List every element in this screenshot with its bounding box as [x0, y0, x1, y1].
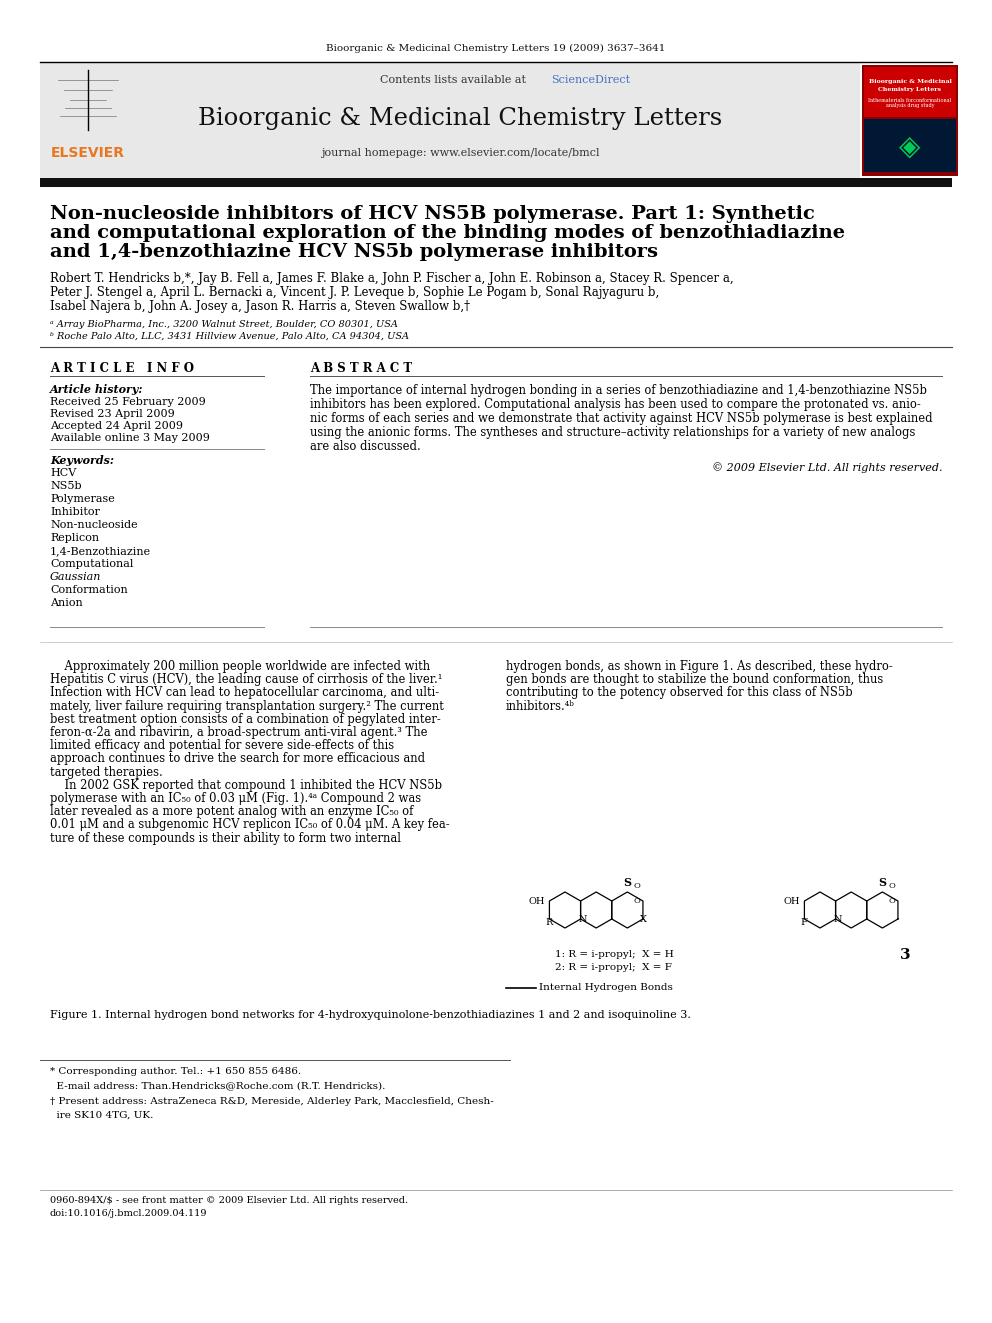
Text: S: S	[623, 877, 631, 888]
Text: feron-α-2a and ribavirin, a broad-spectrum anti-viral agent.³ The: feron-α-2a and ribavirin, a broad-spectr…	[50, 726, 428, 740]
Text: are also discussed.: are also discussed.	[310, 441, 421, 452]
Text: * Corresponding author. Tel.: +1 650 855 6486.: * Corresponding author. Tel.: +1 650 855…	[50, 1068, 302, 1076]
Text: using the anionic forms. The syntheses and structure–activity relationships for : using the anionic forms. The syntheses a…	[310, 426, 916, 439]
Text: inhibitors has been explored. Computational analysis has been used to compare th: inhibitors has been explored. Computatio…	[310, 398, 921, 411]
Text: approach continues to drive the search for more efficacious and: approach continues to drive the search f…	[50, 753, 426, 766]
Text: ture of these compounds is their ability to form two internal: ture of these compounds is their ability…	[50, 832, 401, 844]
Text: 3: 3	[900, 949, 911, 962]
Bar	[40, 179, 952, 187]
Text: ᵇ Roche Palo Alto, LLC, 3431 Hillview Avenue, Palo Alto, CA 94304, USA: ᵇ Roche Palo Alto, LLC, 3431 Hillview Av…	[50, 332, 409, 341]
Text: Available online 3 May 2009: Available online 3 May 2009	[50, 433, 210, 443]
Text: and 1,4-benzothiazine HCV NS5b polymerase inhibitors: and 1,4-benzothiazine HCV NS5b polymeras…	[50, 243, 658, 261]
Text: Figure 1. Internal hydrogen bond networks for 4-hydroxyquinolone-benzothiadiazin: Figure 1. Internal hydrogen bond network…	[50, 1009, 690, 1020]
Text: Robert T. Hendricks b,*, Jay B. Fell a, James F. Blake a, John P. Fischer a, Joh: Robert T. Hendricks b,*, Jay B. Fell a, …	[50, 273, 734, 284]
Text: analysis drug study: analysis drug study	[886, 103, 934, 108]
Text: 1: R = i-propyl;  X = H: 1: R = i-propyl; X = H	[555, 950, 674, 959]
Text: mately, liver failure requiring transplantation surgery.² The current: mately, liver failure requiring transpla…	[50, 700, 443, 713]
Bar	[40, 64, 860, 179]
Text: Peter J. Stengel a, April L. Bernacki a, Vincent J. P. Leveque b, Sophie Le Poga: Peter J. Stengel a, April L. Bernacki a,…	[50, 286, 660, 299]
Text: † Present address: AstraZeneca R&D, Mereside, Alderley Park, Macclesfield, Chesh: † Present address: AstraZeneca R&D, Mere…	[50, 1097, 494, 1106]
Text: In 2002 GSK reported that compound 1 inhibited the HCV NS5b: In 2002 GSK reported that compound 1 inh…	[50, 779, 442, 791]
Text: Inhibitor: Inhibitor	[50, 507, 100, 517]
Text: S: S	[878, 877, 887, 888]
Text: Infection with HCV can lead to hepatocellular carcinoma, and ulti-: Infection with HCV can lead to hepatocel…	[50, 687, 439, 700]
Text: A R T I C L E   I N F O: A R T I C L E I N F O	[50, 363, 194, 374]
Text: Revised 23 April 2009: Revised 23 April 2009	[50, 409, 175, 419]
Text: NS5b: NS5b	[50, 482, 81, 491]
Text: Non-nucleoside: Non-nucleoside	[50, 520, 138, 531]
Text: Keywords:: Keywords:	[50, 455, 114, 466]
Text: Replicon: Replicon	[50, 533, 99, 542]
Text: hydrogen bonds, as shown in Figure 1. As described, these hydro-: hydrogen bonds, as shown in Figure 1. As…	[506, 660, 893, 673]
Text: gen bonds are thought to stabilize the bound conformation, thus: gen bonds are thought to stabilize the b…	[506, 673, 883, 687]
Text: O: O	[889, 882, 895, 890]
Text: Bioorganic & Medicinal Chemistry Letters 19 (2009) 3637–3641: Bioorganic & Medicinal Chemistry Letters…	[326, 44, 666, 53]
Text: O: O	[633, 897, 640, 905]
Text: ◈: ◈	[900, 134, 921, 160]
Text: 2: R = i-propyl;  X = F: 2: R = i-propyl; X = F	[555, 963, 672, 972]
Text: Hepatitis C virus (HCV), the leading cause of cirrhosis of the liver.¹: Hepatitis C virus (HCV), the leading cau…	[50, 673, 442, 687]
Text: Anion: Anion	[50, 598, 82, 609]
Text: N: N	[578, 914, 587, 923]
Text: best treatment option consists of a combination of pegylated inter-: best treatment option consists of a comb…	[50, 713, 440, 726]
Text: OH: OH	[529, 897, 545, 906]
Text: F: F	[801, 918, 807, 927]
Text: Internal Hydrogen Bonds: Internal Hydrogen Bonds	[539, 983, 673, 992]
Text: OH: OH	[784, 897, 800, 906]
Text: and computational exploration of the binding modes of benzothiadiazine: and computational exploration of the bin…	[50, 224, 845, 242]
Text: inhibitors.⁴ᵇ: inhibitors.⁴ᵇ	[506, 700, 575, 713]
Text: ire SK10 4TG, UK.: ire SK10 4TG, UK.	[50, 1111, 154, 1121]
Text: O: O	[889, 897, 895, 905]
Text: doi:10.1016/j.bmcl.2009.04.119: doi:10.1016/j.bmcl.2009.04.119	[50, 1209, 207, 1218]
Text: Bioorganic & Medicinal Chemistry Letters: Bioorganic & Medicinal Chemistry Letters	[197, 106, 722, 130]
Text: targeted therapies.: targeted therapies.	[50, 766, 163, 779]
Text: Approximately 200 million people worldwide are infected with: Approximately 200 million people worldwi…	[50, 660, 431, 673]
Text: polymerase with an IC₅₀ of 0.03 μM (Fig. 1).⁴ᵃ Compound 2 was: polymerase with an IC₅₀ of 0.03 μM (Fig.…	[50, 792, 422, 804]
Text: Computational: Computational	[50, 560, 133, 569]
Text: Inthematerials forconformational: Inthematerials forconformational	[868, 98, 951, 102]
Text: limited efficacy and potential for severe side-effects of this: limited efficacy and potential for sever…	[50, 740, 394, 753]
Text: Polymerase: Polymerase	[50, 493, 115, 504]
Text: X: X	[640, 914, 647, 923]
Text: E-mail address: Than.Hendricks@Roche.com (R.T. Hendricks).: E-mail address: Than.Hendricks@Roche.com…	[50, 1081, 385, 1090]
Text: ScienceDirect: ScienceDirect	[551, 75, 630, 85]
Text: later revealed as a more potent analog with an enzyme IC₅₀ of: later revealed as a more potent analog w…	[50, 806, 414, 818]
Text: R: R	[546, 918, 553, 927]
Text: Received 25 February 2009: Received 25 February 2009	[50, 397, 205, 407]
Text: O: O	[633, 882, 640, 890]
Text: Isabel Najera b, John A. Josey a, Jason R. Harris a, Steven Swallow b,†: Isabel Najera b, John A. Josey a, Jason …	[50, 300, 470, 314]
Text: The importance of internal hydrogen bonding in a series of benzothiadiazine and : The importance of internal hydrogen bond…	[310, 384, 927, 397]
Text: Bioorganic & Medicinal: Bioorganic & Medicinal	[869, 79, 951, 85]
Text: Article history:: Article history:	[50, 384, 144, 396]
Text: Gaussian: Gaussian	[50, 572, 101, 582]
Text: 1,4-Benzothiazine: 1,4-Benzothiazine	[50, 546, 151, 556]
Text: nic forms of each series and we demonstrate that activity against HCV NS5b polym: nic forms of each series and we demonstr…	[310, 411, 932, 425]
Text: Contents lists available at: Contents lists available at	[380, 75, 530, 85]
Text: A B S T R A C T: A B S T R A C T	[310, 363, 412, 374]
Text: N: N	[833, 914, 842, 923]
Bar	[864, 119, 956, 172]
Text: 0960-894X/$ - see front matter © 2009 Elsevier Ltd. All rights reserved.: 0960-894X/$ - see front matter © 2009 El…	[50, 1196, 408, 1205]
Text: Chemistry Letters: Chemistry Letters	[879, 86, 941, 91]
Text: © 2009 Elsevier Ltd. All rights reserved.: © 2009 Elsevier Ltd. All rights reserved…	[711, 462, 942, 472]
Text: ELSEVIER: ELSEVIER	[51, 146, 125, 160]
Bar	[864, 67, 956, 116]
Text: Non-nucleoside inhibitors of HCV NS5B polymerase. Part 1: Synthetic: Non-nucleoside inhibitors of HCV NS5B po…	[50, 205, 814, 224]
Text: contributing to the potency observed for this class of NS5b: contributing to the potency observed for…	[506, 687, 853, 700]
Text: ᵃ Array BioPharma, Inc., 3200 Walnut Street, Boulder, CO 80301, USA: ᵃ Array BioPharma, Inc., 3200 Walnut Str…	[50, 320, 398, 329]
Text: Conformation: Conformation	[50, 585, 128, 595]
Text: 0.01 μM and a subgenomic HCV replicon IC₅₀ of 0.04 μM. A key fea-: 0.01 μM and a subgenomic HCV replicon IC…	[50, 819, 449, 831]
Text: journal homepage: www.elsevier.com/locate/bmcl: journal homepage: www.elsevier.com/locat…	[320, 148, 599, 157]
Text: Accepted 24 April 2009: Accepted 24 April 2009	[50, 421, 183, 431]
Text: HCV: HCV	[50, 468, 76, 478]
Bar	[862, 65, 958, 176]
